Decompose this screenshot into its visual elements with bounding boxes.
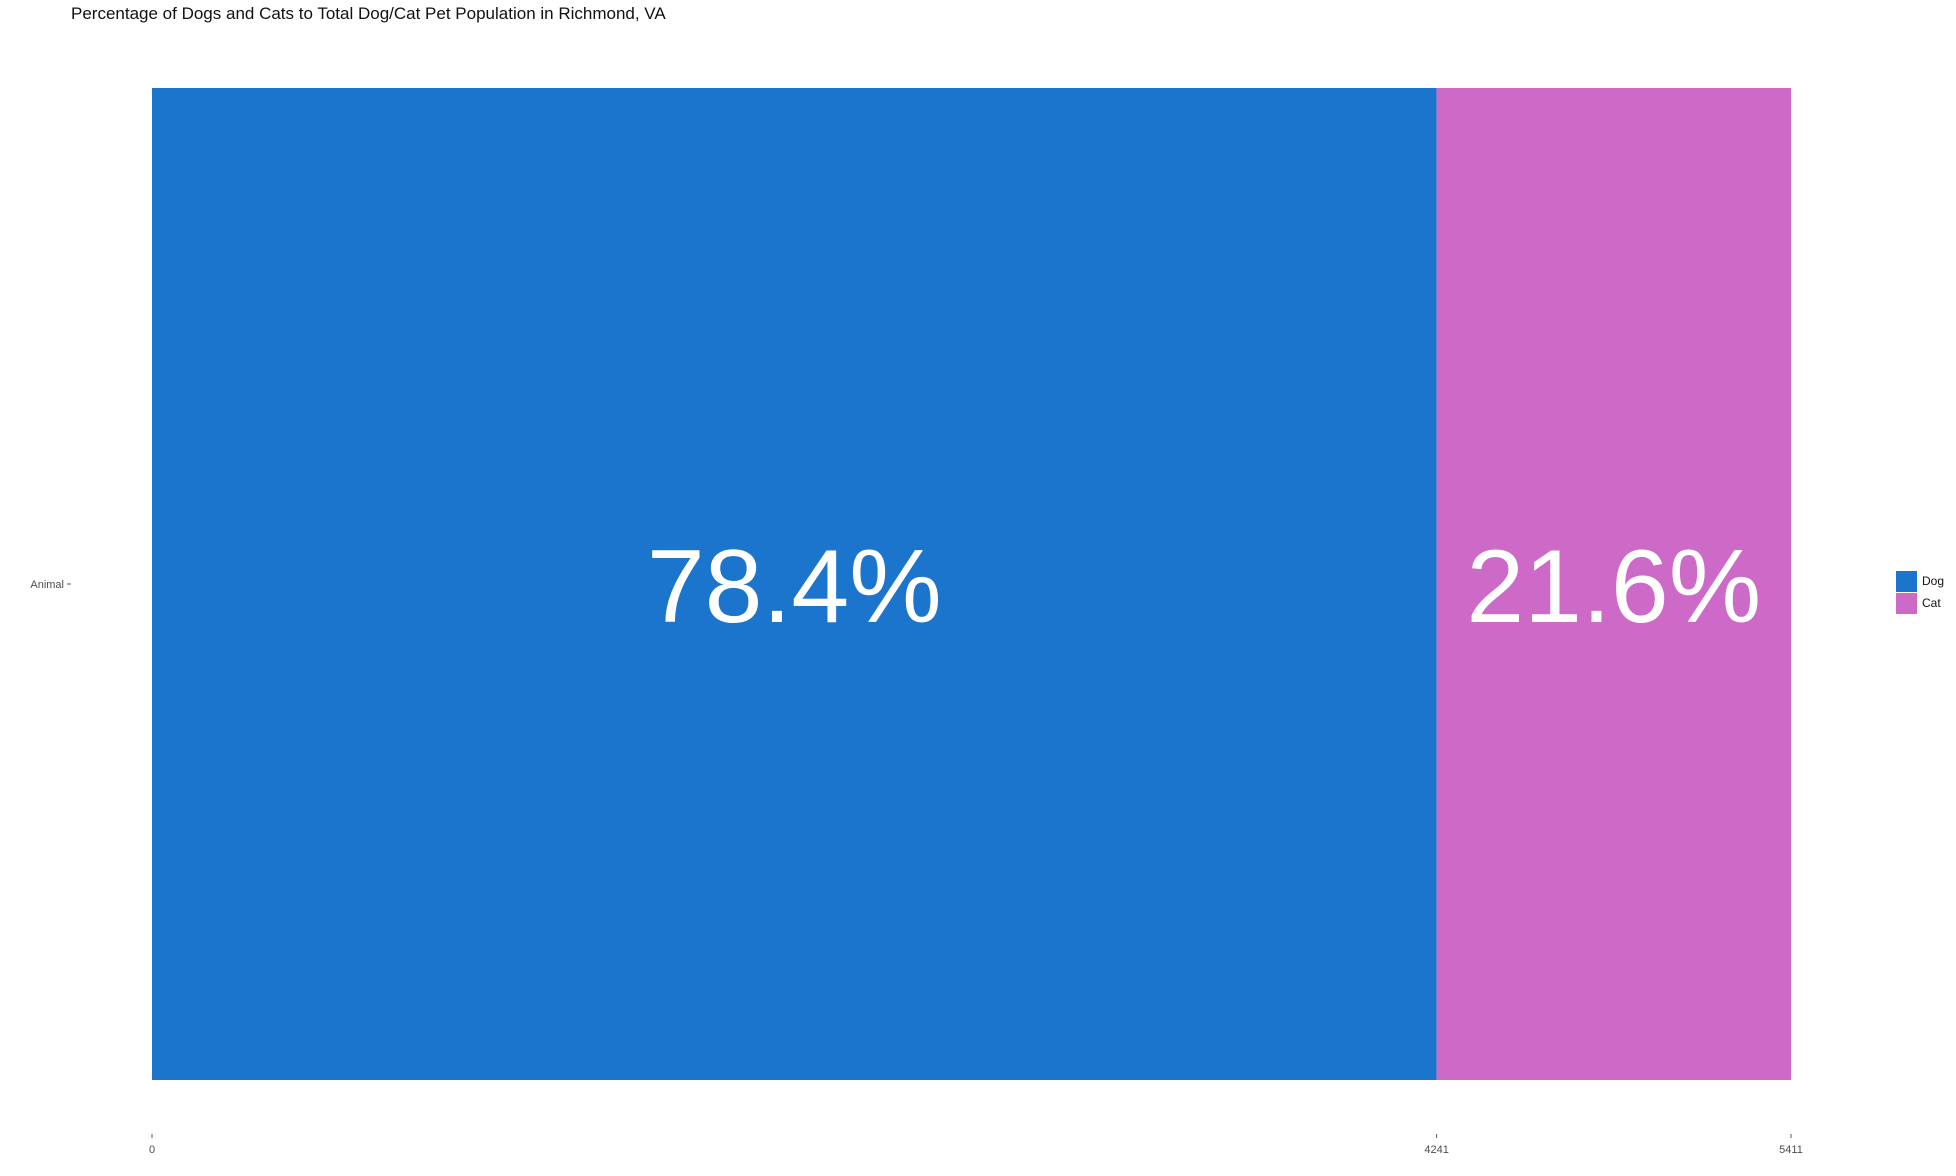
- legend-item-dog: Dog: [1896, 570, 1944, 592]
- x-tick-label-2: 5411: [1779, 1144, 1803, 1156]
- legend-label-dog: Dog: [1922, 574, 1945, 588]
- bar-segment-dog: [152, 88, 1437, 1080]
- legend: Dog Cat: [1896, 570, 1944, 614]
- y-tick-label-animal: Animal: [30, 579, 64, 591]
- legend-item-cat: Cat: [1896, 592, 1944, 614]
- data-label-cat: 21.6%: [1466, 529, 1761, 645]
- data-label-dog: 78.4%: [647, 529, 942, 645]
- legend-swatch-dog: [1896, 570, 1917, 592]
- x-tick-label-0: 0: [149, 1144, 155, 1156]
- legend-label-cat: Cat: [1922, 596, 1941, 610]
- bar-segment-cat: [1436, 88, 1791, 1080]
- chart-title: Percentage of Dogs and Cats to Total Dog…: [71, 4, 666, 23]
- legend-swatch-cat: [1896, 592, 1917, 614]
- x-tick-label-1: 4241: [1424, 1144, 1448, 1156]
